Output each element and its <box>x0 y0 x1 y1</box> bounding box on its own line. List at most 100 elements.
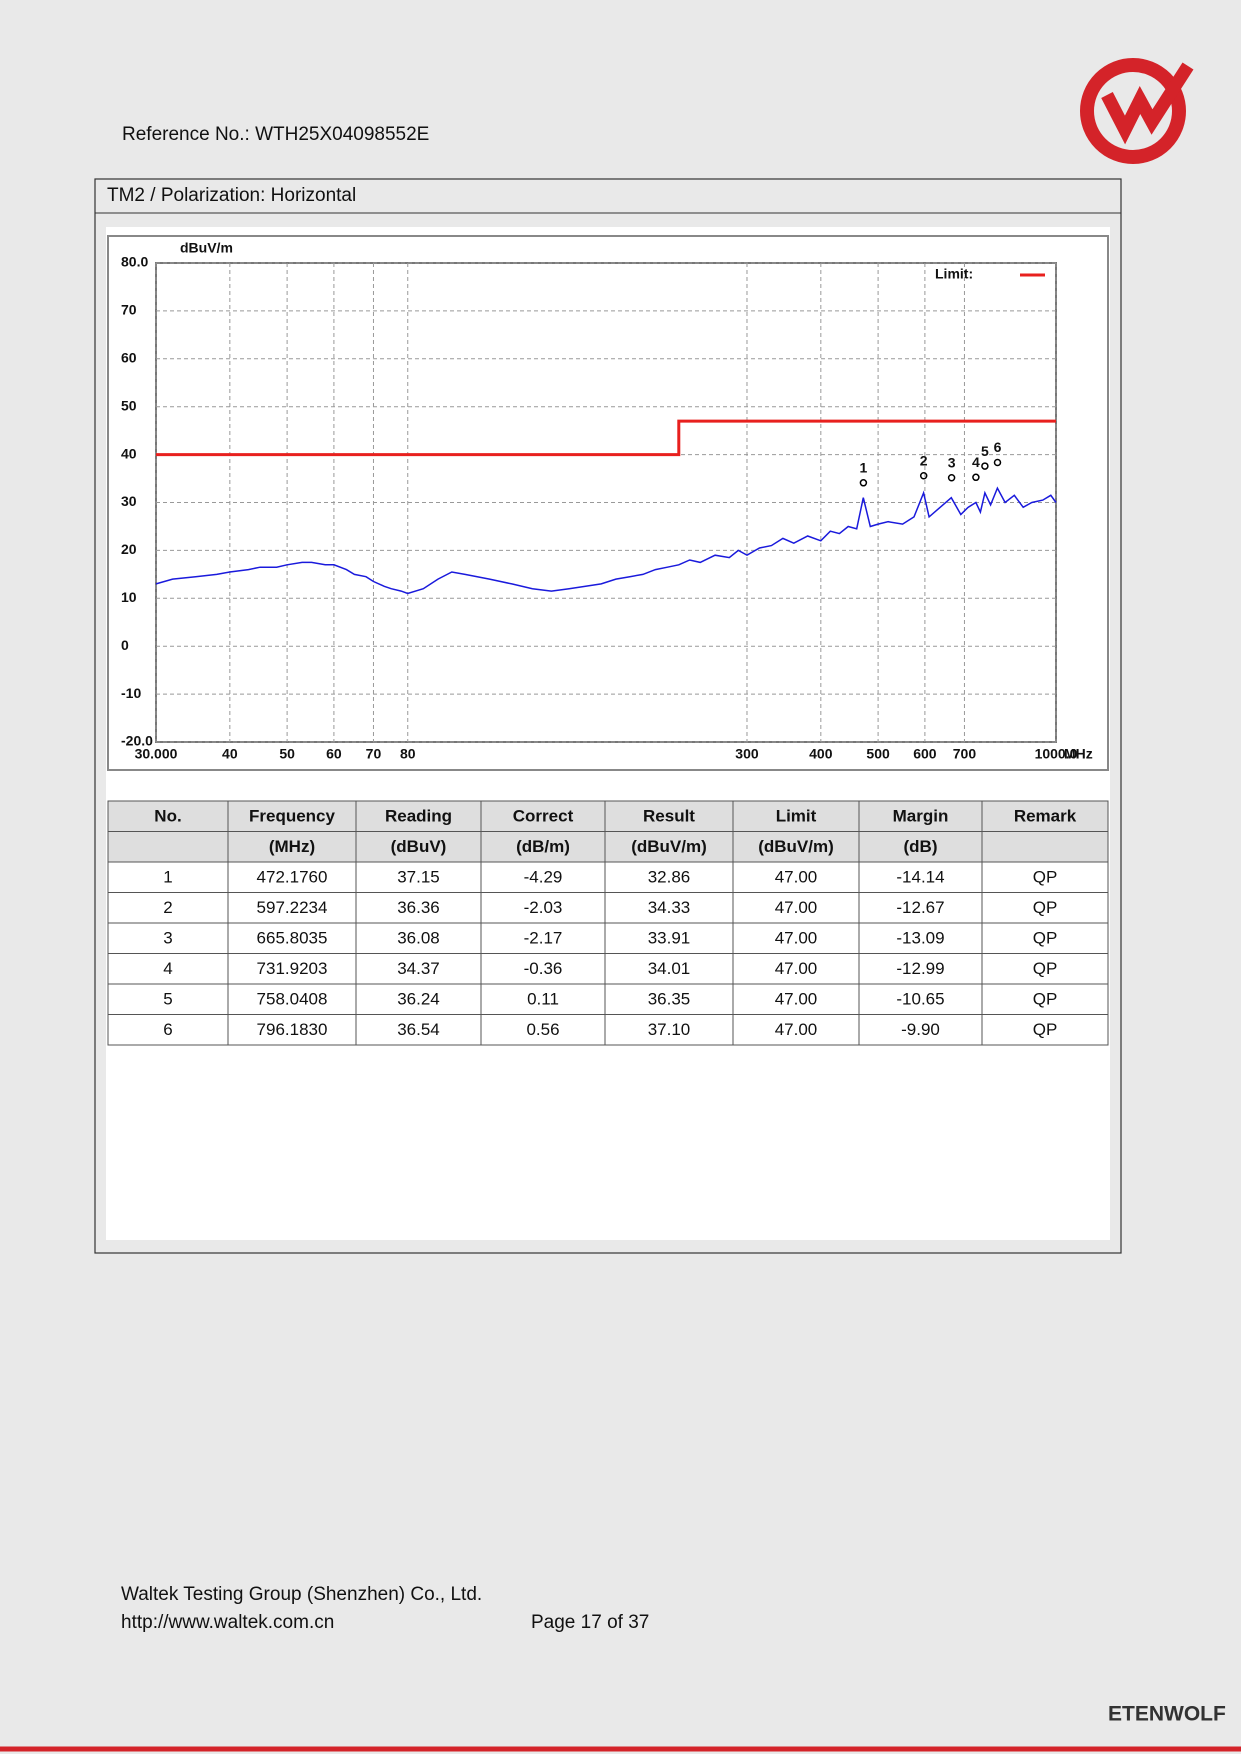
table-cell: QP <box>1033 959 1058 978</box>
table-cell: 2 <box>163 898 172 917</box>
series-line <box>155 486 1057 595</box>
table-cell: 1 <box>163 868 172 887</box>
table-cell: 47.00 <box>775 929 818 948</box>
y-tick-label: 40 <box>121 445 137 461</box>
logo-ring <box>1080 58 1186 164</box>
x-tick-label: 50 <box>279 746 295 762</box>
table-cell: 34.37 <box>397 959 440 978</box>
table-cell: 36.35 <box>648 990 691 1009</box>
table-cell: 4 <box>163 959 172 978</box>
table-cell: 32.86 <box>648 868 691 887</box>
table-cell: QP <box>1033 1020 1058 1039</box>
peak-marker <box>919 472 928 480</box>
table-cell: 47.00 <box>775 868 818 887</box>
table-header-cell: (dB) <box>904 837 938 856</box>
y-unit: dBuV/m <box>180 240 233 256</box>
peak-label: 3 <box>948 454 956 470</box>
table-cell: QP <box>1033 898 1058 917</box>
x-tick-label: 700 <box>953 746 977 762</box>
footer-page: Page 17 of 37 <box>531 1612 649 1633</box>
table-cell: -0.36 <box>524 959 563 978</box>
table-cell: 36.24 <box>397 990 440 1009</box>
y-tick-label: 70 <box>121 302 137 318</box>
table-cell: 36.08 <box>397 929 440 948</box>
x-tick-label: 40 <box>222 746 238 762</box>
table-cell: 34.33 <box>648 898 691 917</box>
table-cell: -12.99 <box>896 959 944 978</box>
table-row <box>107 953 1109 985</box>
table-cell: -10.65 <box>896 990 944 1009</box>
table-cell: 47.00 <box>775 898 818 917</box>
table-header-cell: No. <box>154 807 181 826</box>
table-cell: -2.03 <box>524 898 563 917</box>
table-cell: 33.91 <box>648 929 691 948</box>
peak-marker <box>993 458 1002 467</box>
peak-label: 2 <box>920 452 928 468</box>
y-tick-label: 20 <box>121 541 137 557</box>
y-tick-label: 50 <box>121 397 137 413</box>
table-row <box>107 892 1109 924</box>
table-header-cell: Correct <box>513 807 574 826</box>
table-cell: 758.0408 <box>257 990 328 1009</box>
table-cell: 37.15 <box>397 868 440 887</box>
table-header-cell: (MHz) <box>269 837 315 856</box>
footer-logo: ETENWOLF <box>1108 1703 1226 1726</box>
table-cell: 796.1830 <box>257 1020 328 1039</box>
peak-label: 4 <box>972 454 980 470</box>
table-cell: 47.00 <box>775 990 818 1009</box>
y-tick-label: 0 <box>121 637 129 653</box>
series-line <box>156 419 1056 457</box>
x-tick-label: 70 <box>366 746 382 762</box>
reference: Reference No.: WTH25X04098552E <box>122 124 429 145</box>
x-tick-label: 80 <box>400 746 416 762</box>
table-row <box>107 1014 1109 1046</box>
table-header-cell: Limit <box>776 807 817 826</box>
table-cell: 731.9203 <box>257 959 328 978</box>
table-header-cell: Margin <box>893 807 949 826</box>
x-tick-label: 600 <box>913 746 937 762</box>
table-cell: 36.36 <box>397 898 440 917</box>
x-tick-label: 500 <box>866 746 890 762</box>
peak-marker <box>859 479 868 487</box>
x-tick-label: 300 <box>735 746 759 762</box>
table-cell: -13.09 <box>896 929 944 948</box>
table-header-cell: Frequency <box>249 807 336 826</box>
x-tick-label: 30.000 <box>135 746 178 762</box>
peak-marker <box>972 473 980 482</box>
x-tick-label: 60 <box>326 746 342 762</box>
table-cell: 34.01 <box>648 959 691 978</box>
peak-label: 6 <box>994 439 1002 455</box>
footer-company: Waltek Testing Group (Shenzhen) Co., Ltd… <box>121 1584 482 1605</box>
table-row <box>107 983 1109 1015</box>
peak-marker <box>947 474 956 482</box>
table-cell: -12.67 <box>896 898 944 917</box>
table-header-cell: Reading <box>385 807 452 826</box>
table-cell: 597.2234 <box>257 898 328 917</box>
y-tick-label: 10 <box>121 589 137 605</box>
table-header-cell: Result <box>643 807 695 826</box>
table-row <box>107 831 1109 863</box>
table-cell: QP <box>1033 929 1058 948</box>
logo <box>1080 58 1194 164</box>
y-tick-label: -20.0 <box>121 733 153 749</box>
table-header-cell: Remark <box>1014 807 1077 826</box>
x-unit: MHz <box>1064 746 1093 762</box>
legend-label: Limit: <box>935 266 973 282</box>
table-header-cell: (dB/m) <box>516 837 570 856</box>
table-cell: QP <box>1033 868 1058 887</box>
y-tick-label: 80.0 <box>121 254 148 270</box>
table-cell: -9.90 <box>901 1020 940 1039</box>
table-cell: QP <box>1033 990 1058 1009</box>
table-cell: 47.00 <box>775 1020 818 1039</box>
y-tick-label: -10 <box>121 685 141 701</box>
table-cell: 37.10 <box>648 1020 691 1039</box>
y-tick-label: 60 <box>121 350 137 366</box>
table-header-cell: (dBuV/m) <box>758 837 834 856</box>
table-cell: 36.54 <box>397 1020 440 1039</box>
logo-check <box>1101 62 1194 145</box>
section-title: TM2 / Polarization: Horizontal <box>107 185 356 206</box>
x-tick-label: 400 <box>809 746 833 762</box>
table-cell: 0.56 <box>526 1020 559 1039</box>
table-cell: -14.14 <box>896 868 944 887</box>
